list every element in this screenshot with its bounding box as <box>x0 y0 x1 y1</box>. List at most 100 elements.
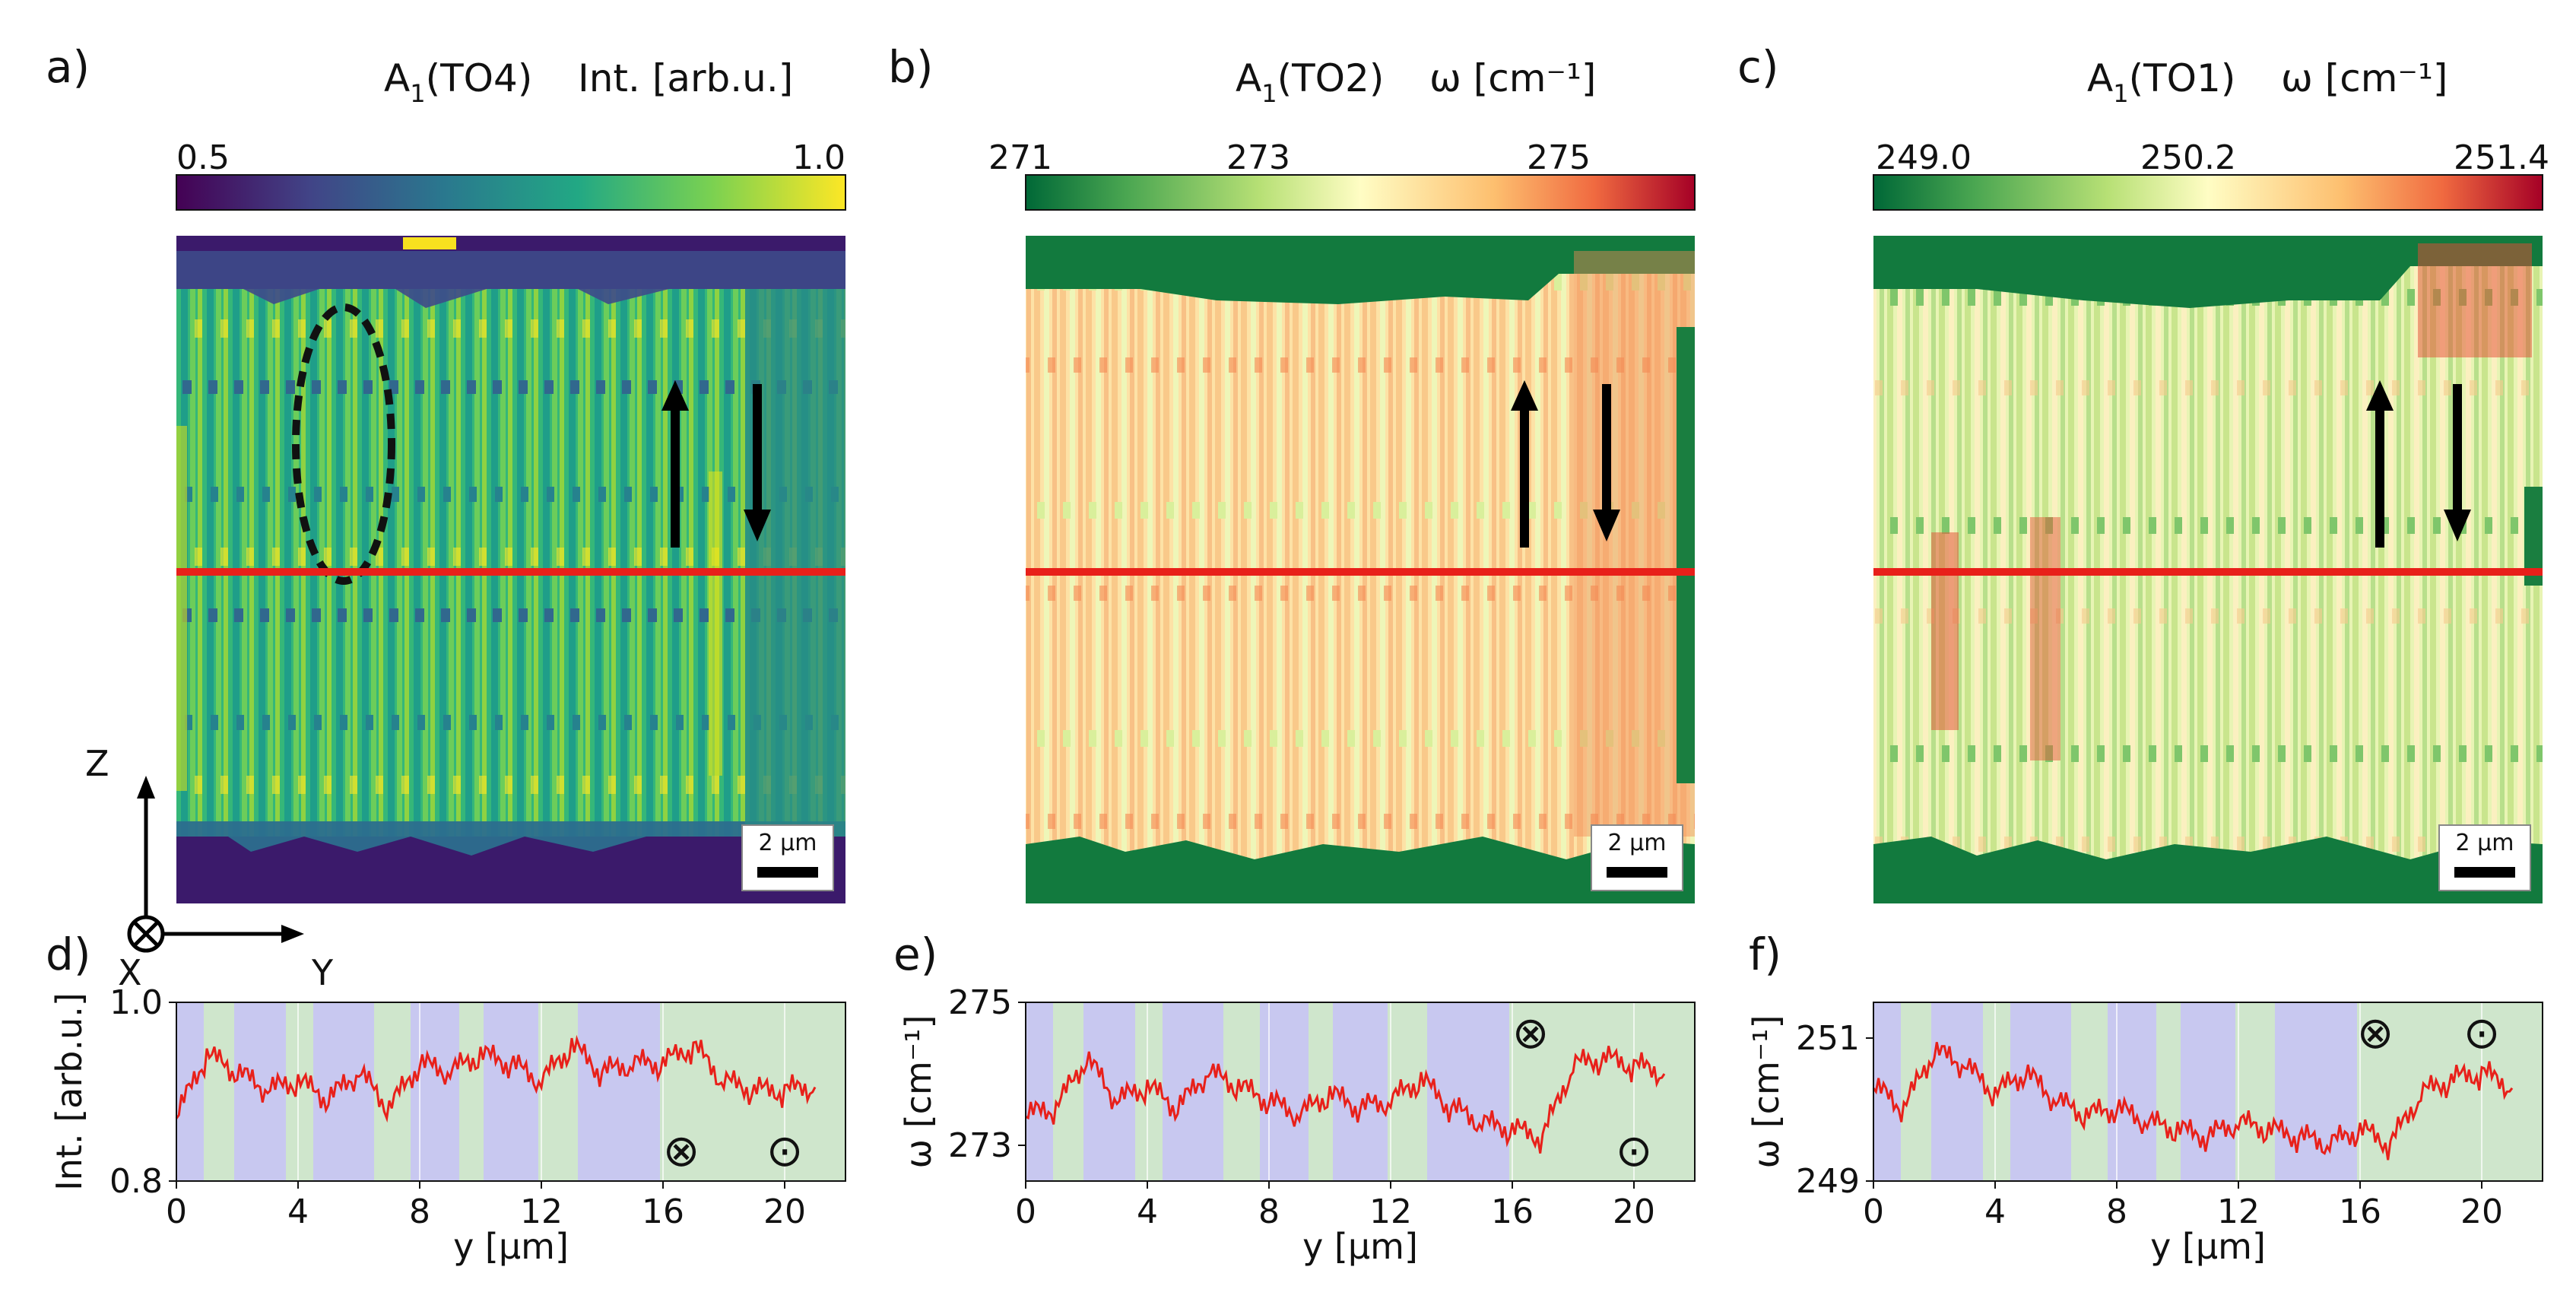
domain-band <box>1053 1002 1083 1181</box>
out-of-page-symbol-icon: ⊙ <box>1616 1125 1653 1176</box>
arrow-down-b-head <box>1593 510 1620 541</box>
domain-band <box>1026 1002 1053 1181</box>
x-tick-label: 8 <box>2106 1192 2127 1231</box>
domain-band <box>709 1002 845 1181</box>
cb-c-tick-2: 251.4 <box>2454 138 2549 177</box>
domain-band <box>484 1002 538 1181</box>
domain-band <box>1558 1002 1695 1181</box>
x-tick-label: 8 <box>1258 1192 1280 1231</box>
y-axis-label: ω [cm⁻¹] <box>1746 1015 1787 1169</box>
panel-label-f: f) <box>1749 929 1781 980</box>
scale-box-b <box>1591 824 1683 891</box>
x-tick-label: 12 <box>520 1192 563 1231</box>
plot-frame <box>176 1002 846 1182</box>
cb-c-tick-0: 249.0 <box>1876 138 1972 177</box>
svg-text:ω [cm⁻¹]: ω [cm⁻¹] <box>2281 56 2448 100</box>
cb-b-tick-0: 271 <box>988 138 1052 177</box>
x-tick-label: 8 <box>409 1192 430 1231</box>
domain-band <box>313 1002 374 1181</box>
domain-band <box>1509 1002 1558 1181</box>
x-tick-label: 16 <box>1491 1192 1534 1231</box>
domain-band <box>1901 1002 1931 1181</box>
x-tick-label: 0 <box>1015 1192 1036 1231</box>
into-page-symbol-icon: ⊗ <box>1512 1007 1550 1059</box>
y-tick-label: 0.8 <box>109 1162 163 1201</box>
domain-band <box>578 1002 660 1181</box>
scale-label-c: 2 µm <box>2456 830 2514 856</box>
x-tick-label: 20 <box>763 1192 806 1231</box>
arrow-up-c-head <box>2366 380 2394 411</box>
x-axis-label: y [µm] <box>2150 1226 2266 1267</box>
x-tick-label: 4 <box>1137 1192 1158 1231</box>
axis-label-x: X <box>118 952 142 993</box>
x-tick-label: 0 <box>166 1192 187 1231</box>
y-tick-label: 275 <box>948 983 1012 1022</box>
svg-text:A1(TO4): A1(TO4) <box>384 56 532 108</box>
dashed-ellipse <box>292 303 395 585</box>
x-axis-label: y [µm] <box>453 1226 569 1267</box>
domain-band <box>2275 1002 2357 1181</box>
line-plot-2: 0 4 8 12 16 20 249 251 y [µm] ω [cm⁻¹] ⊗ ⊙ <box>1746 1002 2543 1267</box>
axis-label-y: Y <box>311 952 334 993</box>
cb-b-tick-1: 273 <box>1226 138 1290 177</box>
x-axis-label: y [µm] <box>1302 1226 1418 1267</box>
out-of-page-symbol-icon: ⊙ <box>2463 1007 2501 1059</box>
domain-band <box>374 1002 411 1181</box>
svg-text:Int. [arb.u.]: Int. [arb.u.] <box>578 56 793 100</box>
scale-box-c <box>2438 824 2531 891</box>
scale-bar-a <box>757 867 818 878</box>
heatmap-b-annotations: 2 µm <box>1026 380 1695 891</box>
x-tick-label: 20 <box>2460 1192 2503 1231</box>
domain-band <box>2010 1002 2071 1181</box>
domain-band <box>2406 1002 2543 1181</box>
svg-text:ω [cm⁻¹]: ω [cm⁻¹] <box>1429 56 1596 100</box>
x-tick-label: 12 <box>2217 1192 2260 1231</box>
domain-band <box>2235 1002 2275 1181</box>
y-axis-label: Int. [arb.u.] <box>49 992 90 1191</box>
domain-band <box>411 1002 459 1181</box>
svg-text:A1(TO2): A1(TO2) <box>1236 56 1384 108</box>
out-of-page-symbol-icon: ⊙ <box>766 1125 804 1176</box>
colorbar-a <box>176 174 846 211</box>
domain-band <box>1931 1002 1983 1181</box>
arrow-down-a-head <box>744 510 771 541</box>
into-page-symbol-icon: ⊗ <box>663 1125 700 1176</box>
scale-label-a: 2 µm <box>759 830 817 856</box>
colorbar-b <box>1025 174 1696 211</box>
domain-band <box>176 1002 204 1181</box>
colorbar-c <box>1873 174 2543 211</box>
x-tick-label: 4 <box>287 1192 309 1231</box>
x-tick-label: 20 <box>1613 1192 1655 1231</box>
scale-box-a <box>741 824 834 891</box>
domain-band <box>660 1002 709 1181</box>
panel-label-a: a) <box>46 41 90 93</box>
data-line <box>1025 1046 1666 1154</box>
svg-text:A1(TO1): A1(TO1) <box>2087 56 2235 108</box>
axis-label-z: Z <box>85 743 109 784</box>
domain-band <box>2181 1002 2235 1181</box>
data-line <box>175 1034 817 1123</box>
colorbar-title-c: A1(TO1) ω [cm⁻¹] <box>2087 56 2448 108</box>
y-axis-label: ω [cm⁻¹] <box>898 1015 939 1169</box>
domain-band <box>538 1002 578 1181</box>
coordinate-axes: Z X Y <box>85 743 334 993</box>
domain-band <box>1260 1002 1309 1181</box>
cb-a-tick-1: 1.0 <box>792 138 845 177</box>
domain-band <box>459 1002 484 1181</box>
panel-label-c: c) <box>1737 41 1779 93</box>
arrow-up-a-head <box>661 380 689 411</box>
arrow-up-b-head <box>1511 380 1538 411</box>
into-page-symbol-icon: ⊗ <box>2357 1007 2394 1059</box>
x-tick-label: 0 <box>1863 1192 1884 1231</box>
x-tick-label: 12 <box>1369 1192 1412 1231</box>
data-line <box>1872 1042 2514 1161</box>
scale-label-b: 2 µm <box>1608 830 1667 856</box>
panel-label-b: b) <box>888 41 933 93</box>
domain-band <box>1163 1002 1223 1181</box>
y-tick-label: 251 <box>1796 1019 1860 1058</box>
domain-band <box>204 1002 234 1181</box>
panel-label-d: d) <box>46 929 90 980</box>
cb-b-tick-2: 275 <box>1527 138 1591 177</box>
plot-frame <box>1025 1002 1696 1182</box>
